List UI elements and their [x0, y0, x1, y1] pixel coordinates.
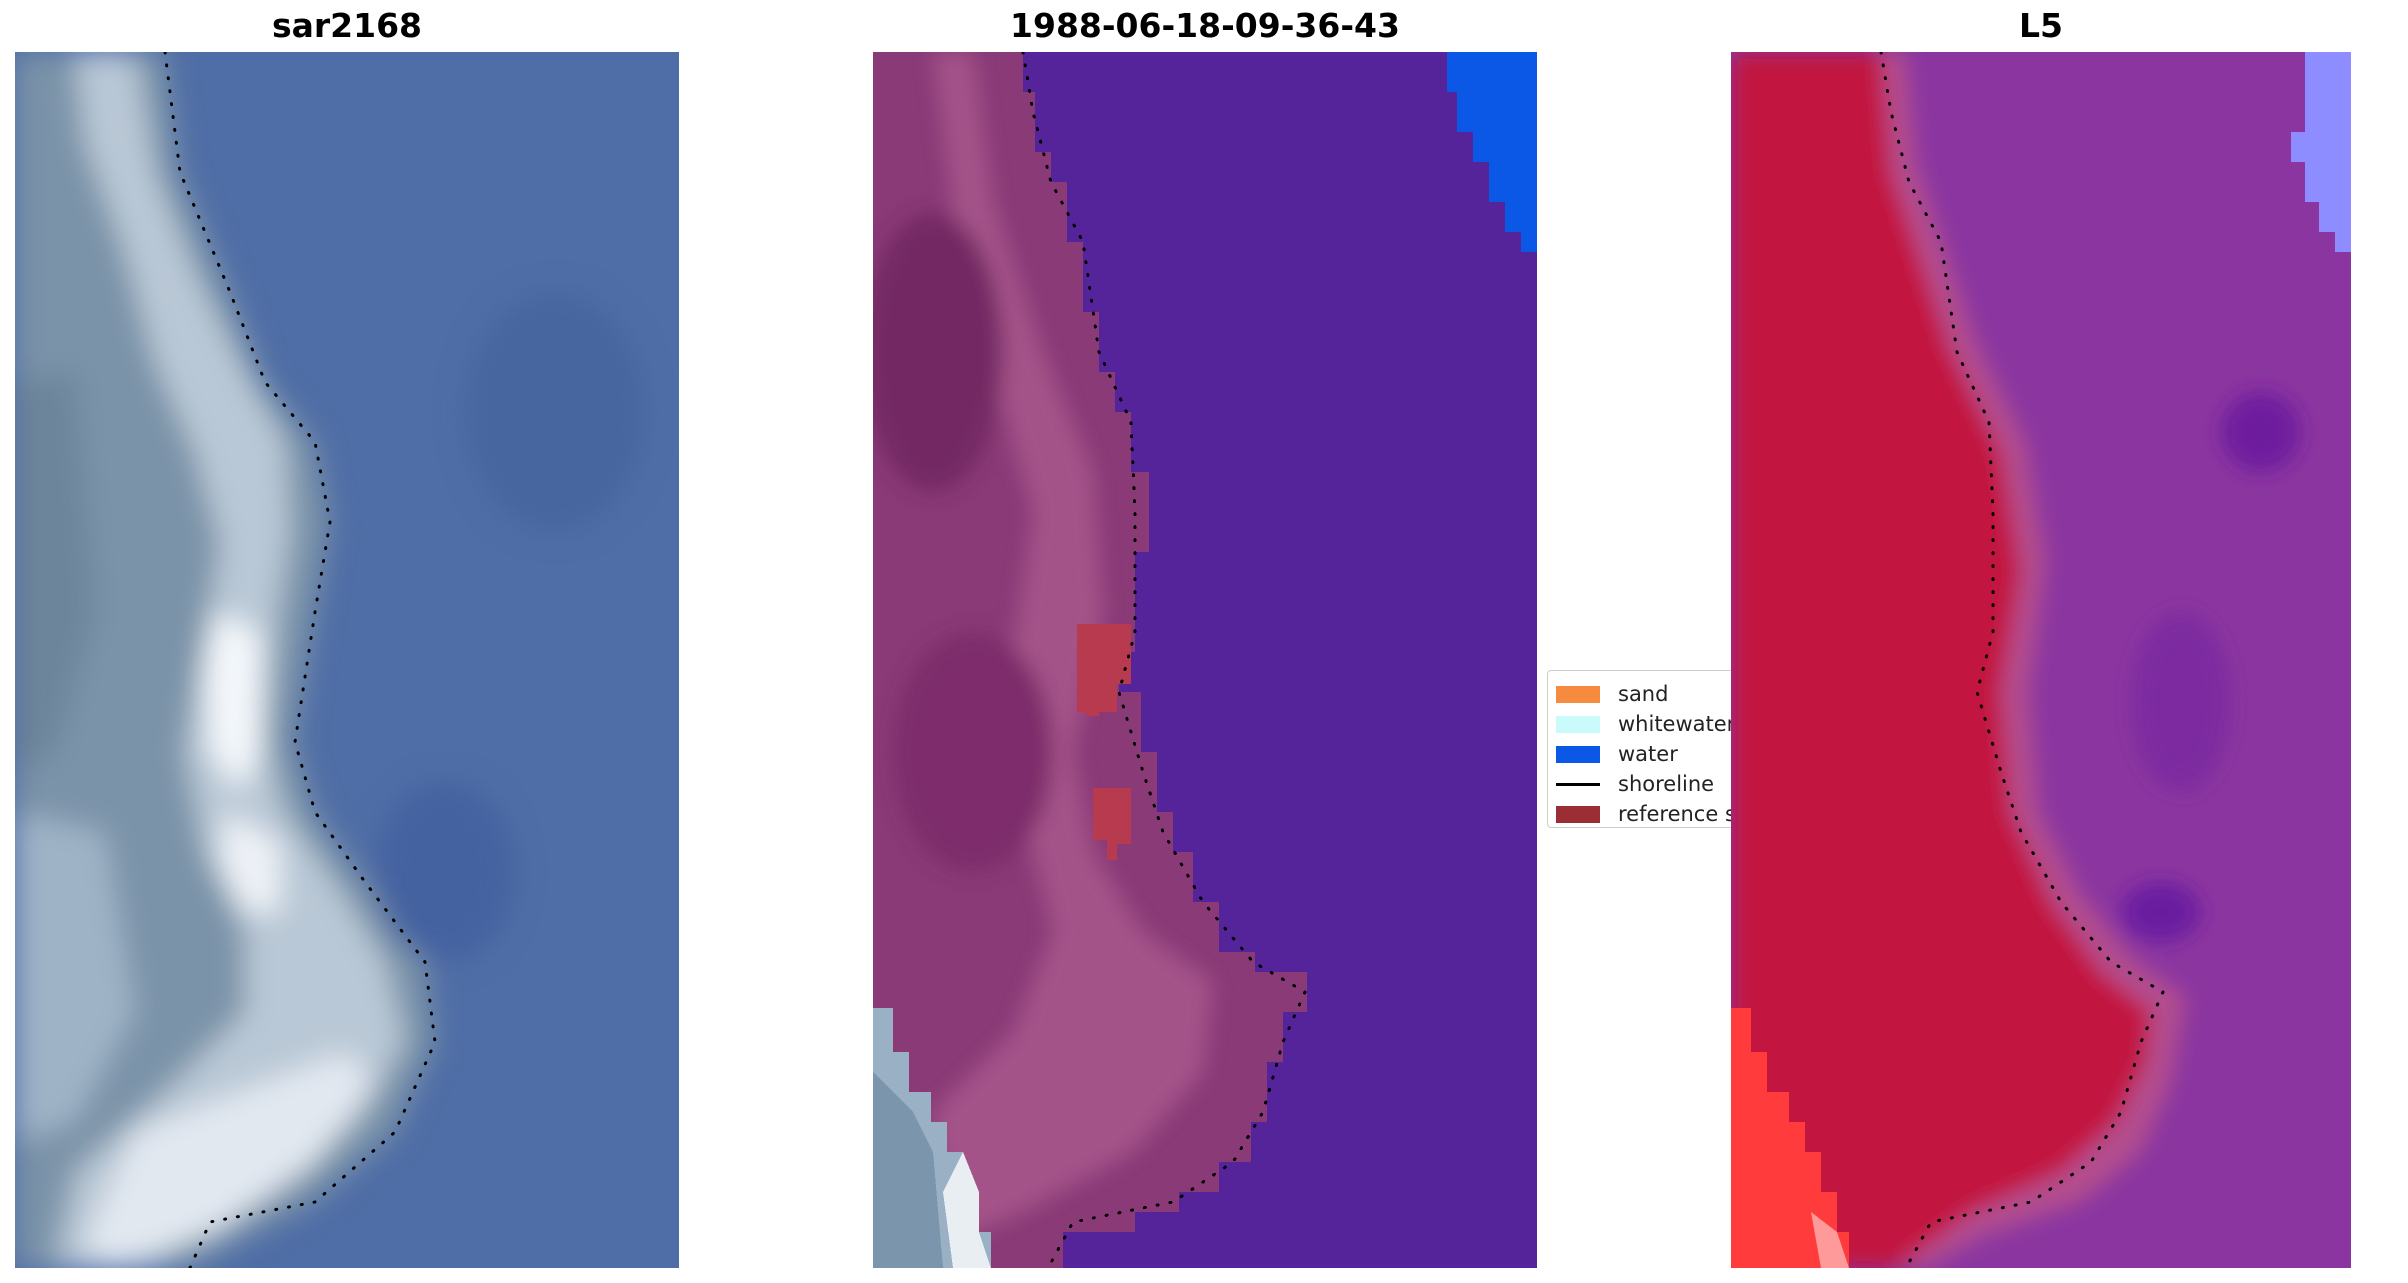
rgb-image: [15, 52, 679, 1268]
water-blue-class: [1447, 52, 1537, 252]
legend-item-sand: sand: [1556, 681, 1668, 707]
legend-swatch-sand: [1556, 685, 1600, 703]
legend-label: shoreline: [1618, 772, 1715, 796]
legend-swatch-water: [1556, 745, 1600, 763]
legend-label: whitewater: [1618, 712, 1731, 736]
reference-patch-1: [1077, 624, 1131, 716]
rgb-image-panel[interactable]: [15, 52, 679, 1268]
bright-red-patch: [1731, 1008, 1849, 1268]
legend-item-whitewater: whitewater: [1556, 711, 1731, 737]
legend-item-water: water: [1556, 741, 1678, 767]
legend-label: water: [1618, 742, 1678, 766]
legend-swatch-shoreline: [1556, 782, 1600, 786]
shoreline-trace: [1879, 52, 2165, 1268]
l5-image-panel[interactable]: [1731, 52, 2351, 1268]
legend-item-shoreline: shoreline: [1556, 771, 1714, 797]
panel-title-rgb: sar2168: [271, 6, 423, 45]
shoreline-trace: [163, 52, 437, 1268]
panel-title-l5: L5: [2019, 6, 2063, 45]
reference-patch-2: [1093, 788, 1131, 860]
legend-swatch-reference: [1556, 805, 1600, 823]
legend-item-reference: reference s: [1556, 801, 1731, 827]
classified-image-panel[interactable]: [873, 52, 1537, 1268]
blue-patch: [2291, 52, 2351, 252]
legend: sand whitewater water shoreline referenc…: [1547, 670, 1731, 828]
classified-image: [873, 52, 1537, 1268]
panel-title-classified: 1988-06-18-09-36-43: [1010, 6, 1400, 45]
l5-image: [1731, 52, 2351, 1268]
legend-label: sand: [1618, 682, 1669, 706]
shoreline-trace: [1021, 52, 1307, 1268]
legend-swatch-whitewater: [1556, 715, 1600, 733]
legend-label: reference s: [1618, 802, 1731, 826]
